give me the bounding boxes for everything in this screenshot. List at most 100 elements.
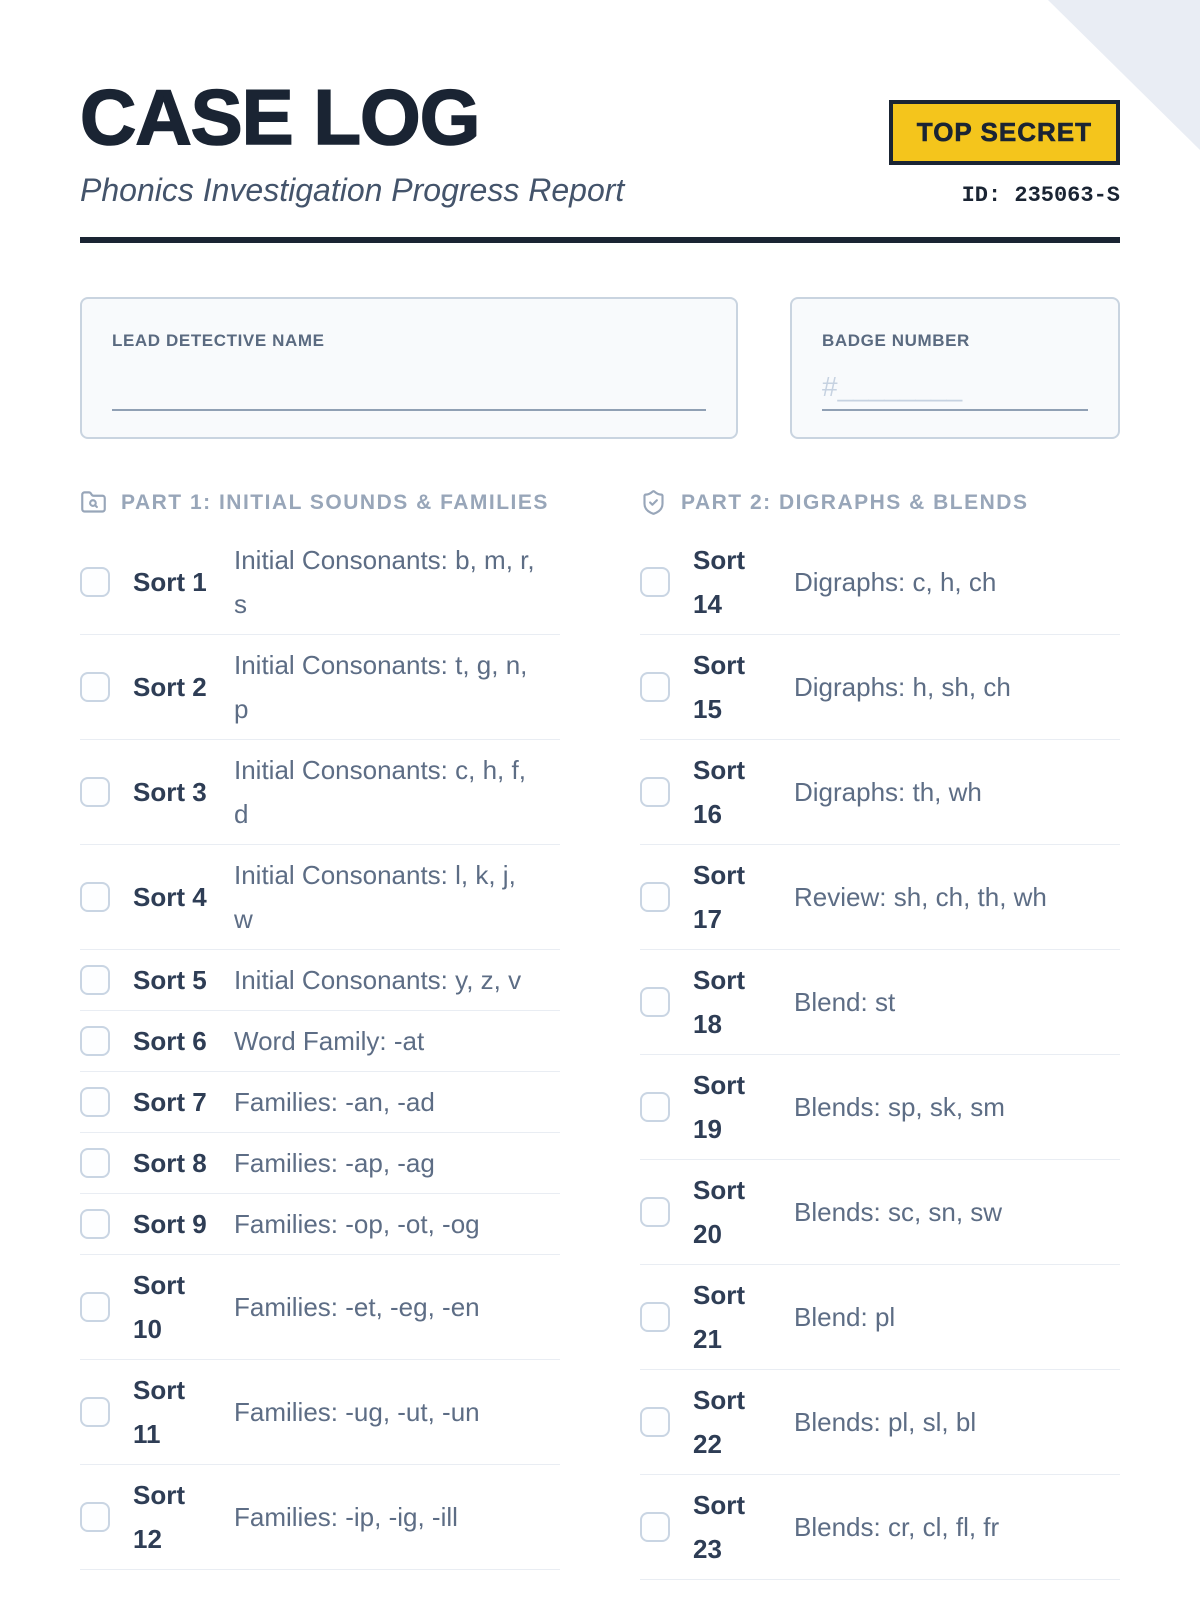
sort-checkbox[interactable] xyxy=(640,1302,670,1332)
sort-row: Sort 8 Families: -ap, -ag xyxy=(80,1133,560,1194)
sort-checkbox[interactable] xyxy=(80,1026,110,1056)
sort-checkbox[interactable] xyxy=(80,1502,110,1532)
sort-checkbox[interactable] xyxy=(80,882,110,912)
sort-list-part-1: Sort 1 Initial Consonants: b, m, r, s Sort… xyxy=(80,530,560,1570)
shield-check-icon xyxy=(640,489,667,516)
sort-description: Digraphs: c, h, ch xyxy=(794,567,997,597)
sort-description: Word Family: -at xyxy=(234,1026,425,1056)
sort-checkbox[interactable] xyxy=(80,965,110,995)
sort-checkbox[interactable] xyxy=(640,567,670,597)
sort-label: Sort 19 xyxy=(693,1070,745,1144)
sort-row: Sort 15 Digraphs: h, sh, ch xyxy=(640,635,1120,740)
section-header-part-2: PART 2: DIGRAPHS & BLENDS xyxy=(640,489,1120,516)
sort-row: Sort 19 Blends: sp, sk, sm xyxy=(640,1055,1120,1160)
sort-checkbox[interactable] xyxy=(80,1292,110,1322)
sort-description: Blends: sc, sn, sw xyxy=(794,1197,1003,1227)
sort-description: Review: sh, ch, th, wh xyxy=(794,882,1047,912)
sort-label: Sort 23 xyxy=(693,1490,745,1564)
sort-label: Sort 10 xyxy=(133,1270,185,1344)
sort-row: Sort 9 Families: -op, -ot, -og xyxy=(80,1194,560,1255)
sort-label: Sort 20 xyxy=(693,1175,745,1249)
sort-row: Sort 14 Digraphs: c, h, ch xyxy=(640,530,1120,635)
sort-checkbox[interactable] xyxy=(80,1209,110,1239)
sort-row: Sort 6 Word Family: -at xyxy=(80,1011,560,1072)
sort-label: Sort 9 xyxy=(133,1209,207,1239)
sort-checkbox[interactable] xyxy=(80,672,110,702)
section-title: PART 1: INITIAL SOUNDS & FAMILIES xyxy=(121,490,549,514)
section-header-part-1: PART 1: INITIAL SOUNDS & FAMILIES xyxy=(80,489,560,516)
sort-label: Sort 18 xyxy=(693,965,745,1039)
sort-description: Families: -et, -eg, -en xyxy=(234,1292,480,1322)
sort-label: Sort 22 xyxy=(693,1385,745,1459)
sort-checkbox[interactable] xyxy=(640,1512,670,1542)
sort-checkbox[interactable] xyxy=(640,672,670,702)
sort-description: Families: -ip, -ig, -ill xyxy=(234,1502,458,1532)
sort-label: Sort 2 xyxy=(133,672,207,702)
sort-checkbox[interactable] xyxy=(80,1148,110,1178)
sort-checkbox[interactable] xyxy=(80,1087,110,1117)
sort-checkbox[interactable] xyxy=(640,777,670,807)
sort-row: Sort 4 Initial Consonants: l, k, j, w xyxy=(80,845,560,950)
sort-checkbox[interactable] xyxy=(640,987,670,1017)
sort-description: Families: -ap, -ag xyxy=(234,1148,435,1178)
header: CASE LOG Phonics Investigation Progress … xyxy=(79,73,1120,209)
sort-row: Sort 5 Initial Consonants: y, z, v xyxy=(80,950,560,1011)
sort-row: Sort 2 Initial Consonants: t, g, n, p xyxy=(80,635,560,740)
checklist-columns: PART 1: INITIAL SOUNDS & FAMILIES Sort 1… xyxy=(80,489,1120,1580)
sort-description: Blend: st xyxy=(794,987,896,1017)
sort-label: Sort 16 xyxy=(693,755,745,829)
sort-row: Sort 21 Blend: pl xyxy=(640,1265,1120,1370)
sort-label: Sort 3 xyxy=(133,777,207,807)
sort-description: Families: -op, -ot, -og xyxy=(234,1209,480,1239)
folder-search-icon xyxy=(80,489,107,516)
sort-row: Sort 10 Families: -et, -eg, -en xyxy=(80,1255,560,1360)
badge-number-field[interactable]: BADGE NUMBER #________ xyxy=(790,297,1120,439)
lead-detective-name-label: LEAD DETECTIVE NAME xyxy=(112,331,325,350)
sort-checkbox[interactable] xyxy=(640,1407,670,1437)
sort-label: Sort 14 xyxy=(693,545,745,619)
sort-description: Families: -ug, -ut, -un xyxy=(234,1397,480,1427)
lead-detective-name-input[interactable] xyxy=(112,409,706,411)
sort-row: Sort 22 Blends: pl, sl, bl xyxy=(640,1370,1120,1475)
lead-detective-name-field[interactable]: LEAD DETECTIVE NAME xyxy=(80,297,738,439)
sort-description: Blends: pl, sl, bl xyxy=(794,1407,977,1437)
sort-row: Sort 23 Blends: cr, cl, fl, fr xyxy=(640,1475,1120,1580)
header-right: TOP SECRET ID: 235063-S xyxy=(888,100,1120,208)
sort-checkbox[interactable] xyxy=(640,1092,670,1122)
sort-label: Sort 11 xyxy=(133,1375,185,1449)
sort-label: Sort 4 xyxy=(133,882,207,912)
top-secret-stamp: TOP SECRET xyxy=(888,100,1120,165)
badge-number-placeholder: #________ xyxy=(822,371,963,402)
sort-row: Sort 12 Families: -ip, -ig, -ill xyxy=(80,1465,560,1570)
sort-label: Sort 12 xyxy=(133,1480,185,1554)
header-rule xyxy=(80,237,1120,243)
sort-checkbox[interactable] xyxy=(80,777,110,807)
sort-description: Digraphs: h, sh, ch xyxy=(794,672,1011,702)
sort-label: Sort 6 xyxy=(133,1026,207,1056)
sort-checkbox[interactable] xyxy=(80,1397,110,1427)
sort-checkbox[interactable] xyxy=(80,567,110,597)
sort-description: Blends: cr, cl, fl, fr xyxy=(794,1512,1000,1542)
sort-description: Digraphs: th, wh xyxy=(794,777,982,807)
page-title: CASE LOG xyxy=(79,73,481,161)
sort-label: Sort 1 xyxy=(133,567,207,597)
sort-row: Sort 1 Initial Consonants: b, m, r, s xyxy=(80,530,560,635)
sort-row: Sort 7 Families: -an, -ad xyxy=(80,1072,560,1133)
sort-label: Sort 8 xyxy=(133,1148,207,1178)
form-fields: LEAD DETECTIVE NAME BADGE NUMBER #______… xyxy=(80,297,1120,439)
sort-checkbox[interactable] xyxy=(640,1197,670,1227)
sort-description: Initial Consonants: l, k, j, w xyxy=(234,860,516,934)
section-part-1: PART 1: INITIAL SOUNDS & FAMILIES Sort 1… xyxy=(80,489,560,1580)
sort-description: Initial Consonants: y, z, v xyxy=(234,965,522,995)
sort-description: Blends: sp, sk, sm xyxy=(794,1092,1005,1122)
sort-row: Sort 3 Initial Consonants: c, h, f, d xyxy=(80,740,560,845)
sort-label: Sort 5 xyxy=(133,965,207,995)
badge-number-label: BADGE NUMBER xyxy=(822,331,970,350)
sort-row: Sort 20 Blends: sc, sn, sw xyxy=(640,1160,1120,1265)
header-left: CASE LOG Phonics Investigation Progress … xyxy=(79,73,625,209)
section-part-2: PART 2: DIGRAPHS & BLENDS Sort 14 Digraph… xyxy=(640,489,1120,1580)
page-subtitle: Phonics Investigation Progress Report xyxy=(80,172,625,208)
sort-checkbox[interactable] xyxy=(640,882,670,912)
sort-label: Sort 17 xyxy=(693,860,745,934)
badge-number-input[interactable] xyxy=(822,409,1088,411)
